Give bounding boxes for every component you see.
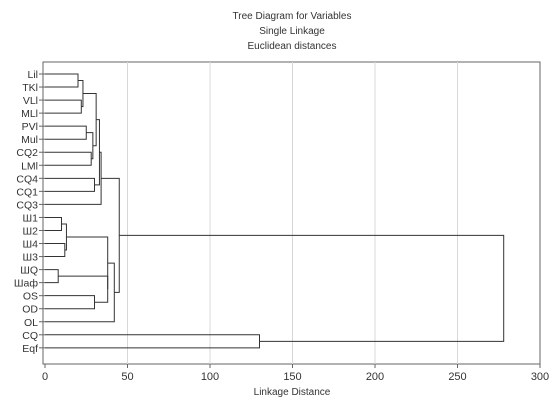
dendrogram-link <box>45 262 115 323</box>
dendrogram-link <box>86 132 94 160</box>
leaf-label: VLl <box>23 95 38 107</box>
dendrogram-link <box>45 125 87 140</box>
dendrogram-link <box>45 99 82 114</box>
leaf-label: PVl <box>22 121 38 133</box>
dendrogram-link <box>58 275 109 303</box>
leaf-label: Ш1 <box>23 212 39 224</box>
dendrogram-link <box>45 269 59 284</box>
leaf-label: MLl <box>21 108 38 120</box>
chart-subtitle-1: Single Linkage <box>259 26 325 37</box>
dendrogram-link <box>61 223 67 251</box>
leaf-label: Eqf <box>22 343 38 355</box>
chart-title: Tree Diagram for Variables <box>233 11 352 22</box>
x-tick-label: 250 <box>448 371 466 383</box>
x-tick-label: 150 <box>283 371 301 383</box>
leaf-label: Lil <box>27 69 38 81</box>
dendrogram-link <box>101 177 120 293</box>
grid-lines <box>127 62 458 364</box>
x-tick-label: 200 <box>366 371 384 383</box>
dendrogram-link <box>78 80 84 108</box>
dendrogram-link <box>45 216 62 231</box>
x-tick-label: 300 <box>531 371 549 383</box>
leaf-label: Ш4 <box>23 239 39 251</box>
leaf-label: OD <box>22 304 38 316</box>
leaf-label: CQ3 <box>16 199 38 211</box>
dendrogram-link <box>45 151 92 166</box>
dendrogram-links <box>45 73 505 349</box>
dendrogram-link <box>94 119 100 186</box>
x-tick-label: 0 <box>42 371 48 383</box>
leaf-label: LMl <box>21 160 38 172</box>
x-axis-ticks: 0 50 100 150 200 250 300 <box>42 364 549 383</box>
dendrogram-link <box>45 295 95 310</box>
dendrogram-link <box>82 93 97 147</box>
dendrogram-link <box>45 177 95 192</box>
dendrogram-link <box>45 243 66 258</box>
dendrogram-link <box>45 334 260 349</box>
chart-subtitle-2: Euclidean distances <box>248 41 337 52</box>
leaf-label: OS <box>23 291 38 303</box>
plot-frame <box>42 61 541 365</box>
leaf-labels: LilTKlVLlMLlPVlMulCQ2LMlCQ4CQ1CQ3Ш1Ш2Ш4Ш… <box>14 69 45 355</box>
leaf-label: CQ <box>22 330 38 342</box>
x-tick-label: 50 <box>121 371 133 383</box>
dendrogram-link <box>119 234 505 342</box>
dendrogram-link <box>45 73 79 88</box>
leaf-label: OL <box>24 317 38 329</box>
x-tick-label: 100 <box>201 371 219 383</box>
leaf-label: CQ2 <box>16 147 38 159</box>
dendrogram-link <box>66 236 109 290</box>
x-axis-label: Linkage Distance <box>254 387 331 398</box>
leaf-label: Ш2 <box>23 225 39 237</box>
leaf-label: ШQ <box>20 265 38 277</box>
leaf-label: Шаф <box>14 278 38 290</box>
leaf-label: TKl <box>22 82 38 94</box>
leaf-label: CQ4 <box>16 173 38 185</box>
leaf-label: Mul <box>21 134 38 146</box>
leaf-label: CQ1 <box>16 186 38 198</box>
leaf-label: Ш3 <box>23 252 39 264</box>
